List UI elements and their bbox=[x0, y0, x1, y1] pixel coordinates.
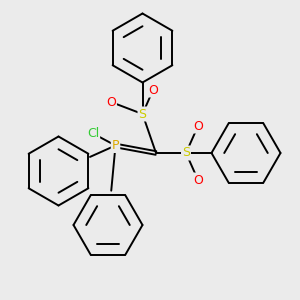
Text: O: O bbox=[193, 173, 203, 187]
Text: O: O bbox=[193, 119, 203, 133]
Text: Cl: Cl bbox=[87, 127, 99, 140]
Text: S: S bbox=[139, 107, 146, 121]
Text: P: P bbox=[112, 139, 119, 152]
Text: O: O bbox=[106, 95, 116, 109]
Text: O: O bbox=[148, 83, 158, 97]
Text: S: S bbox=[182, 146, 190, 160]
